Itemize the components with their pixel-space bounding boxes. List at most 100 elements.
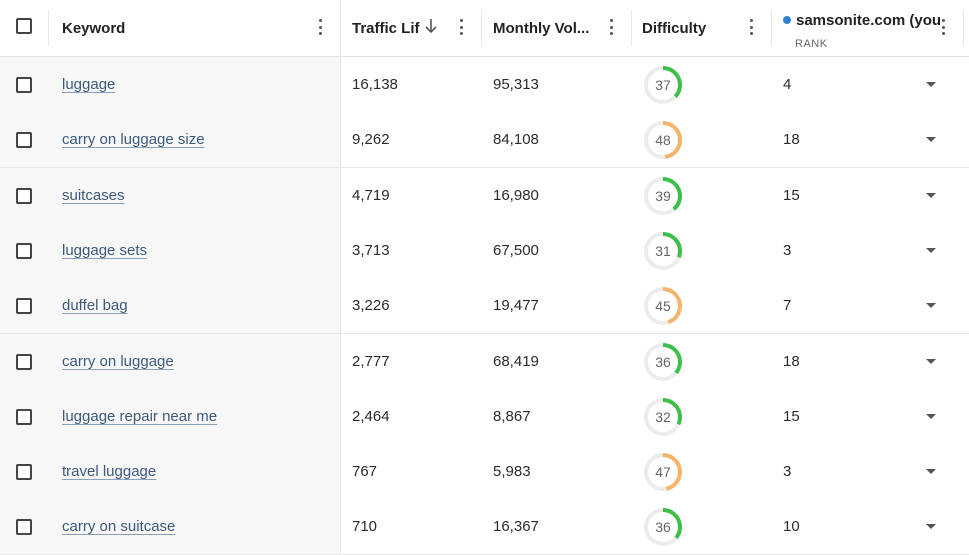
keyword-link[interactable]: travel luggage [62, 463, 157, 480]
table-row: suitcases 4,719 16,980 39 15 [0, 168, 969, 224]
rank-value: 18 [783, 131, 800, 148]
difficulty-ring [644, 232, 682, 270]
column-header-domain[interactable]: samsonite.com (you [783, 0, 941, 48]
rank-cell: 4 [783, 57, 791, 112]
row-checkbox[interactable] [16, 464, 32, 480]
expand-chevron-down-icon[interactable] [926, 469, 936, 474]
volume-cell: 19,477 [493, 278, 539, 333]
difficulty-ring [644, 121, 682, 159]
expand-chevron-down-icon[interactable] [926, 303, 936, 308]
keyword-cell: carry on suitcase [62, 499, 175, 554]
row-checkbox[interactable] [16, 132, 32, 148]
table-row: luggage repair near me 2,464 8,867 32 15 [0, 389, 969, 445]
volume-column-menu-icon[interactable] [605, 18, 617, 36]
difficulty-ring [644, 343, 682, 381]
difficulty-value: 47 [655, 464, 671, 480]
rank-cell: 3 [783, 223, 791, 278]
traffic-value: 2,777 [352, 353, 390, 370]
traffic-cell: 16,138 [352, 57, 398, 112]
domain-column-menu-icon[interactable] [937, 18, 949, 36]
column-label-traffic: Traffic Lif [352, 19, 420, 37]
row-checkbox[interactable] [16, 188, 32, 204]
difficulty-ring [644, 453, 682, 491]
keyword-link[interactable]: carry on suitcase [62, 518, 176, 535]
rank-value: 4 [783, 76, 792, 93]
volume-value: 19,477 [493, 297, 539, 314]
keyword-link[interactable]: duffel bag [62, 297, 128, 314]
rank-value: 3 [783, 242, 792, 259]
rank-cell: 15 [783, 389, 800, 444]
sort-descending-icon[interactable] [424, 18, 438, 34]
select-all-checkbox[interactable] [16, 18, 32, 34]
expand-chevron-down-icon[interactable] [926, 82, 936, 87]
row-checkbox[interactable] [16, 409, 32, 425]
column-label-volume: Monthly Vol... [493, 19, 590, 37]
row-checkbox[interactable] [16, 243, 32, 259]
expand-chevron-down-icon[interactable] [926, 414, 936, 419]
difficulty-column-menu-icon[interactable] [745, 18, 757, 36]
table-header: Keyword Traffic Lif Monthly Vol... Diffi… [0, 0, 969, 57]
keyword-link[interactable]: suitcases [62, 187, 125, 204]
rank-value: 7 [783, 297, 792, 314]
table-row: luggage sets 3,713 67,500 31 3 [0, 223, 969, 279]
traffic-cell: 2,464 [352, 389, 390, 444]
difficulty-gauge: 37 [642, 64, 684, 106]
keyword-link[interactable]: luggage sets [62, 242, 148, 259]
keyword-link[interactable]: carry on luggage size [62, 131, 205, 148]
rank-value: 15 [783, 187, 800, 204]
expand-chevron-down-icon[interactable] [926, 248, 936, 253]
row-checkbox[interactable] [16, 354, 32, 370]
rank-cell: 3 [783, 444, 791, 499]
keyword-link[interactable]: luggage [62, 76, 116, 93]
row-checkbox[interactable] [16, 519, 32, 535]
traffic-cell: 3,226 [352, 278, 390, 333]
column-header-traffic[interactable]: Traffic Lif [352, 0, 420, 56]
row-checkbox[interactable] [16, 77, 32, 93]
keyword-cell: luggage sets [62, 223, 147, 278]
expand-chevron-down-icon[interactable] [926, 524, 936, 529]
volume-cell: 67,500 [493, 223, 539, 278]
traffic-column-menu-icon[interactable] [455, 18, 467, 36]
table-row: luggage 16,138 95,313 37 4 [0, 57, 969, 113]
rank-cell: 7 [783, 278, 791, 333]
expand-chevron-down-icon[interactable] [926, 193, 936, 198]
volume-value: 16,367 [493, 518, 539, 535]
difficulty-gauge: 45 [642, 285, 684, 327]
difficulty-gauge: 48 [642, 119, 684, 161]
traffic-value: 16,138 [352, 76, 398, 93]
column-header-keyword[interactable]: Keyword [62, 0, 125, 56]
column-header-difficulty[interactable]: Difficulty [642, 0, 706, 56]
table-row: duffel bag 3,226 19,477 45 7 [0, 278, 969, 334]
keyword-cell: duffel bag [62, 278, 128, 333]
volume-value: 95,313 [493, 76, 539, 93]
traffic-value: 3,713 [352, 242, 390, 259]
traffic-value: 4,719 [352, 187, 390, 204]
rank-value: 18 [783, 353, 800, 370]
difficulty-gauge: 32 [642, 396, 684, 438]
column-header-volume[interactable]: Monthly Vol... [493, 0, 589, 56]
volume-cell: 68,419 [493, 334, 539, 389]
volume-cell: 16,980 [493, 168, 539, 223]
expand-chevron-down-icon[interactable] [926, 137, 936, 142]
keyword-cell: luggage [62, 57, 115, 112]
rank-value: 10 [783, 518, 800, 535]
volume-cell: 95,313 [493, 57, 539, 112]
table-row: carry on luggage size 9,262 84,108 48 18 [0, 112, 969, 168]
rank-value: 15 [783, 408, 800, 425]
column-label-keyword: Keyword [62, 19, 126, 37]
volume-value: 67,500 [493, 242, 539, 259]
difficulty-ring [644, 508, 682, 546]
difficulty-gauge: 36 [642, 341, 684, 383]
row-checkbox[interactable] [16, 298, 32, 314]
volume-value: 68,419 [493, 353, 539, 370]
keyword-column-menu-icon[interactable] [314, 18, 326, 36]
volume-value: 16,980 [493, 187, 539, 204]
keyword-link[interactable]: luggage repair near me [62, 408, 218, 425]
traffic-value: 2,464 [352, 408, 390, 425]
difficulty-value: 39 [655, 188, 671, 204]
expand-chevron-down-icon[interactable] [926, 359, 936, 364]
volume-value: 5,983 [493, 463, 531, 480]
volume-cell: 84,108 [493, 112, 539, 167]
keyword-link[interactable]: carry on luggage [62, 353, 174, 370]
